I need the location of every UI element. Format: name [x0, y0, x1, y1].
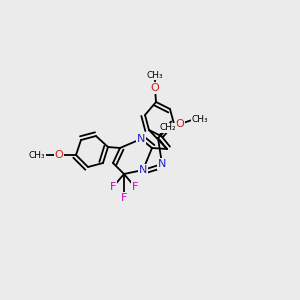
Text: O: O: [176, 119, 184, 129]
Text: F: F: [132, 182, 138, 192]
Text: CH₃: CH₃: [28, 151, 45, 160]
Text: CH₃: CH₃: [147, 70, 163, 80]
Text: F: F: [121, 193, 127, 203]
Text: F: F: [110, 182, 116, 192]
Text: N: N: [158, 159, 166, 169]
Text: CH₃: CH₃: [192, 116, 208, 124]
Text: N: N: [137, 134, 145, 144]
Text: O: O: [151, 83, 159, 93]
Text: N: N: [139, 165, 147, 175]
Text: CH₂: CH₂: [160, 124, 176, 133]
Text: O: O: [55, 150, 63, 160]
